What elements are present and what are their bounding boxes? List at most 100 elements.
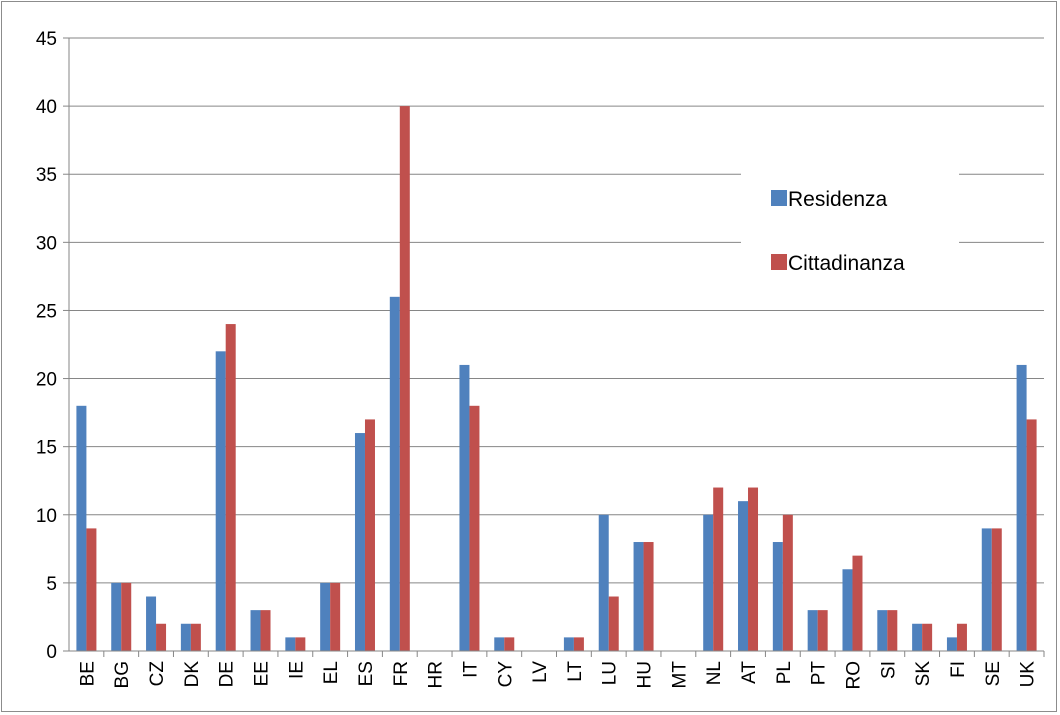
bar-cittadinanza-pl xyxy=(782,514,793,651)
legend-swatch-residenza xyxy=(771,190,787,206)
y-tick-label: 10 xyxy=(36,506,57,527)
bar-residenza-el xyxy=(320,582,331,651)
legend-label-residenza: Residenza xyxy=(788,188,888,211)
y-tick-label: 35 xyxy=(36,165,57,186)
x-tick-label: LU xyxy=(600,661,621,685)
x-tick-label: MT xyxy=(669,661,690,689)
bar-cittadinanza-at xyxy=(748,487,759,651)
bar-residenza-cz xyxy=(146,596,157,651)
x-tick-label: HU xyxy=(635,661,656,688)
bar-cittadinanza-de xyxy=(225,324,236,651)
y-tick-label: 25 xyxy=(36,301,57,322)
y-tick-label: 15 xyxy=(36,438,57,459)
x-tick-label: IT xyxy=(460,661,481,678)
x-tick-label: SE xyxy=(983,661,1004,686)
x-tick-label: CZ xyxy=(147,661,168,687)
bar-residenza-si xyxy=(877,610,888,651)
y-tick-label: 5 xyxy=(46,574,57,595)
x-tick-label: DK xyxy=(182,661,203,688)
y-axis-tick-labels: 0 5 10 15 20 25 30 35 40 45 xyxy=(36,29,57,663)
bar-cittadinanza-be xyxy=(86,528,97,651)
x-tick-label: AT xyxy=(739,661,760,684)
x-tick-label: EL xyxy=(321,661,342,684)
bar-residenza-ie xyxy=(285,637,296,651)
legend-swatch-cittadinanza xyxy=(771,254,787,270)
bar-cittadinanza-fr xyxy=(399,106,410,652)
bar-residenza-hu xyxy=(633,542,644,651)
bar-cittadinanza-uk xyxy=(1026,419,1037,651)
axes xyxy=(63,37,1045,657)
bar-residenza-it xyxy=(459,364,470,651)
x-tick-label: DE xyxy=(217,661,238,687)
x-tick-label: BG xyxy=(112,661,133,688)
x-tick-label: CY xyxy=(495,661,516,688)
bar-cittadinanza-ee xyxy=(260,610,271,651)
bar-cittadinanza-el xyxy=(330,582,341,651)
bar-residenza-fi xyxy=(946,637,957,651)
bar-cittadinanza-lt xyxy=(573,637,584,651)
bar-residenza-nl xyxy=(703,514,714,651)
bar-residenza-sk xyxy=(912,623,923,651)
bar-residenza-dk xyxy=(180,623,191,651)
bar-cittadinanza-hu xyxy=(643,542,654,651)
bar-residenza-uk xyxy=(1016,364,1027,651)
bar-residenza-se xyxy=(981,528,992,651)
bar-cittadinanza-sk xyxy=(922,623,933,651)
bar-residenza-at xyxy=(738,501,749,651)
legend: Residenza Cittadinanza xyxy=(741,160,959,292)
bar-cittadinanza-nl xyxy=(713,487,724,651)
legend-label-cittadinanza: Cittadinanza xyxy=(788,252,905,275)
y-tick-label: 45 xyxy=(36,29,57,50)
x-tick-label: LT xyxy=(565,661,586,682)
bar-residenza-lt xyxy=(563,637,574,651)
x-tick-label: FI xyxy=(948,661,969,678)
bar-cittadinanza-it xyxy=(469,405,480,651)
bar-residenza-fr xyxy=(389,296,400,651)
bar-cittadinanza-fi xyxy=(956,623,967,651)
x-tick-label: SI xyxy=(878,661,899,679)
bar-cittadinanza-pt xyxy=(817,610,828,651)
y-tick-label: 30 xyxy=(36,233,57,254)
bar-cittadinanza-cy xyxy=(504,637,515,651)
x-tick-label: LV xyxy=(530,661,551,683)
bar-residenza-ro xyxy=(842,569,853,651)
bar-residenza-pl xyxy=(772,542,783,651)
x-tick-label: PL xyxy=(774,661,795,684)
x-tick-label: NL xyxy=(704,661,725,685)
y-tick-label: 20 xyxy=(36,370,57,391)
x-tick-label: FR xyxy=(391,661,412,686)
x-tick-label: SK xyxy=(913,661,934,687)
x-tick-label: PT xyxy=(809,661,830,686)
bar-cittadinanza-ie xyxy=(295,637,306,651)
y-tick-label: 0 xyxy=(46,642,57,663)
gridlines xyxy=(69,37,1044,584)
bar-residenza-be xyxy=(76,405,87,651)
bar-residenza-pt xyxy=(807,610,818,651)
bar-residenza-cy xyxy=(494,637,505,651)
bar-cittadinanza-cz xyxy=(156,623,167,651)
bar-cittadinanza-ro xyxy=(852,555,863,651)
bar-cittadinanza-lu xyxy=(608,596,619,651)
x-axis-tick-labels: BE BG CZ DK DE EE IE EL ES FR HR IT CY LV LT LU HU MT NL AT… xyxy=(77,661,1038,690)
x-tick-label: ES xyxy=(356,661,377,686)
x-tick-label: EE xyxy=(252,661,273,686)
bar-residenza-de xyxy=(215,351,226,651)
x-tick-label: UK xyxy=(1018,661,1039,688)
bars xyxy=(76,106,1037,652)
bar-cittadinanza-es xyxy=(364,419,375,651)
x-tick-label: HR xyxy=(426,661,447,688)
bar-cittadinanza-si xyxy=(887,610,898,651)
bar-residenza-bg xyxy=(111,582,122,651)
bar-residenza-lu xyxy=(598,514,609,651)
bar-residenza-es xyxy=(354,433,365,651)
x-tick-label: IE xyxy=(286,661,307,679)
bar-cittadinanza-se xyxy=(991,528,1002,651)
x-tick-label: RO xyxy=(843,661,864,690)
bar-cittadinanza-bg xyxy=(121,582,132,651)
x-tick-label: BE xyxy=(77,661,98,686)
y-tick-label: 40 xyxy=(36,97,57,118)
bar-residenza-ee xyxy=(250,610,261,651)
bar-cittadinanza-dk xyxy=(190,623,201,651)
